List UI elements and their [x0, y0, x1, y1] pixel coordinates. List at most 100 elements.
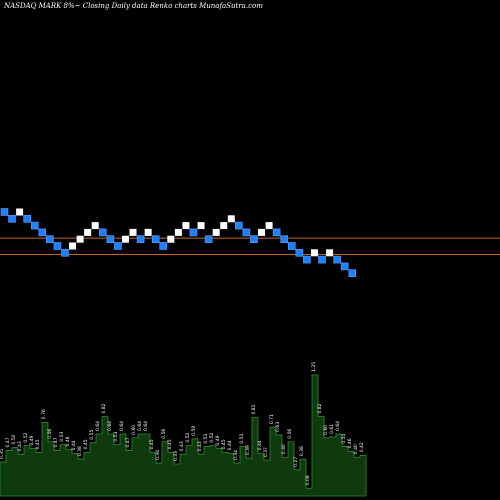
renko-brick-up: [220, 222, 228, 230]
volume-label: 0.47: [5, 437, 11, 447]
volume-label: 0.48: [65, 436, 71, 446]
renko-brick-down: [30, 221, 39, 230]
renko-brick-up: [197, 222, 205, 230]
volume-label: 0.45: [221, 439, 227, 449]
renko-brick-down: [136, 235, 145, 243]
renko-brick-down: [348, 269, 357, 278]
volume-label: 0.52: [209, 432, 215, 442]
volume-label: 0.40: [281, 444, 287, 454]
volume-label: 0.08: [305, 475, 311, 485]
volume-label: 0.53: [113, 431, 119, 441]
renko-brick-down: [151, 235, 160, 243]
volume-label: 0.50: [11, 434, 17, 444]
renko-brick-up: [265, 222, 273, 230]
volume-label: 0.49: [29, 435, 35, 445]
volume-label: 0.43: [179, 441, 185, 451]
renko-brick-down: [159, 242, 168, 250]
volume-label: 0.51: [341, 433, 347, 443]
volume-label: 0.53: [59, 431, 65, 441]
renko-brick-up: [212, 228, 220, 236]
renko-brick-up: [182, 222, 190, 230]
volume-label: 0.45: [83, 439, 89, 449]
renko-brick-up: [144, 228, 152, 236]
renko-brick-up: [121, 235, 129, 243]
renko-brick-up: [129, 228, 137, 236]
volume-label: 0.64: [137, 421, 143, 431]
volume-label: 0.42: [359, 442, 365, 452]
renko-brick-down: [98, 228, 107, 237]
volume-label: 0.45: [35, 439, 41, 449]
volume-label: 0.38: [299, 446, 305, 456]
renko-brick-up: [167, 235, 175, 243]
renko-brick-down: [189, 228, 198, 237]
volume-label: 0.64: [335, 421, 341, 431]
renko-brick-down: [287, 242, 296, 250]
renko-brick-up: [258, 228, 266, 236]
renko-brick-down: [204, 235, 213, 243]
volume-label: 0.64: [119, 421, 125, 431]
renko-bricks: [0, 208, 357, 278]
chart-title: NASDAQ MARK 8%~ Closing Daily data Renko…: [4, 2, 263, 10]
renko-brick-up: [310, 249, 318, 257]
volume-label: 0.45: [149, 439, 155, 449]
renko-brick-down: [280, 235, 289, 243]
renko-brick-up: [76, 235, 84, 243]
volume-label: 0.82: [101, 403, 107, 413]
volume-label: 0.60: [131, 425, 137, 435]
volume-label: 0.37: [263, 447, 269, 457]
volume-label: 0.55: [89, 430, 95, 440]
volume-label: 0.43: [17, 441, 23, 451]
renko-brick-down: [250, 235, 258, 243]
volume-label: 1.25: [311, 362, 317, 372]
volume-label: 0.45: [167, 439, 173, 449]
renko-brick-up: [91, 222, 99, 230]
renko-brick-down: [114, 242, 122, 250]
volume-label: 0.51: [203, 433, 209, 443]
volume-label: 0.33: [173, 451, 179, 461]
volume-label: 0.76: [41, 409, 47, 419]
renko-brick-down: [303, 255, 311, 264]
volume-label: 0.82: [317, 403, 323, 413]
volume-label: 0.27: [293, 457, 299, 467]
volume-label: 0.51: [239, 433, 245, 443]
renko-brick-up: [326, 249, 334, 257]
renko-brick-up: [174, 228, 182, 236]
volume-label: 0.56: [47, 429, 53, 439]
volume-label: 0.81: [251, 404, 257, 414]
renko-brick-up: [84, 228, 92, 236]
volume-label: 0.71: [269, 414, 275, 424]
renko-brick-up: [16, 208, 24, 216]
volume-label: 0.49: [215, 435, 221, 445]
renko-brick-down: [8, 215, 16, 223]
volume-label: 0.38: [77, 446, 83, 456]
volume-label: 0.34: [233, 450, 239, 460]
renko-brick-down: [61, 249, 69, 257]
volume-label: 0.35: [0, 449, 5, 459]
volume-label: 0.59: [191, 426, 197, 436]
volume-label: 0.56: [161, 429, 167, 439]
volume-area: [0, 374, 367, 497]
volume-label: 0.60: [323, 425, 329, 435]
volume-label: 0.43: [197, 441, 203, 451]
volume-label: 0.44: [227, 440, 233, 450]
renko-brick-down: [235, 221, 243, 230]
volume-label: 0.44: [257, 440, 263, 450]
volume-label: 0.56: [287, 429, 293, 439]
renko-brick-up: [227, 215, 235, 223]
volume-label: 0.47: [53, 437, 59, 447]
volume-label: 0.63: [275, 422, 281, 432]
volume-label: 0.40: [353, 444, 359, 454]
renko-brick-down: [53, 242, 62, 250]
volume-label: 0.61: [329, 424, 335, 434]
renko-brick-up: [69, 242, 77, 250]
renko-brick-down: [295, 249, 304, 257]
volume-label: 0.52: [23, 432, 29, 442]
volume-label: 0.52: [185, 432, 191, 442]
renko-brick-down: [242, 228, 251, 237]
volume-label: 0.64: [107, 421, 113, 431]
volume-label: 0.44: [71, 440, 77, 450]
renko-brick-down: [106, 235, 115, 243]
renko-brick-down: [23, 215, 31, 223]
